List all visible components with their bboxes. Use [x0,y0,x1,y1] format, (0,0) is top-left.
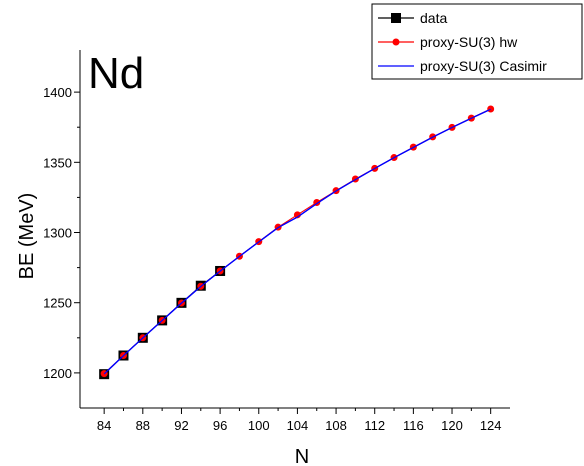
series-line-1 [103,108,491,374]
x-axis-label: N [295,446,309,466]
y-tick-label: 1400 [43,85,72,100]
y-tick-label: 1250 [43,296,72,311]
legend-swatch-square [391,13,401,23]
axes: 84 88 92 96 100 104 108 112 116 120 124 1200 1250 130… [43,50,510,433]
x-tick-label: 92 [174,418,188,433]
y-tick-label: 1300 [43,226,72,241]
element-annotation: Nd [88,49,144,98]
hw-point-circle [487,105,495,113]
x-tick-label: 112 [364,418,385,433]
legend: data proxy-SU(3) hw proxy-SU(3) Casimir [371,3,583,80]
x-tick-label: 96 [213,418,227,433]
casimir-line-overlay [103,108,491,375]
x-tick-label: 88 [136,418,150,433]
plot-series [99,105,495,380]
x-tick-label: 100 [248,418,270,433]
y-axis-label: BE (MeV) [16,193,38,280]
x-tick-label: 104 [287,418,309,433]
x-tick-label: 120 [441,418,463,433]
x-tick-label: 124 [480,418,502,433]
legend-label: proxy-SU(3) Casimir [420,58,547,74]
x-tick-label: 108 [325,418,347,433]
x-tick-label: 116 [403,418,424,433]
y-tick-label: 1200 [43,366,72,381]
y-tick-label: 1350 [43,155,72,170]
legend-label: proxy-SU(3) hw [420,34,518,50]
legend-label: data [420,10,447,26]
x-tick-label: 84 [97,418,111,433]
legend-swatch-circle [392,38,400,46]
series-line-2 [103,108,491,375]
